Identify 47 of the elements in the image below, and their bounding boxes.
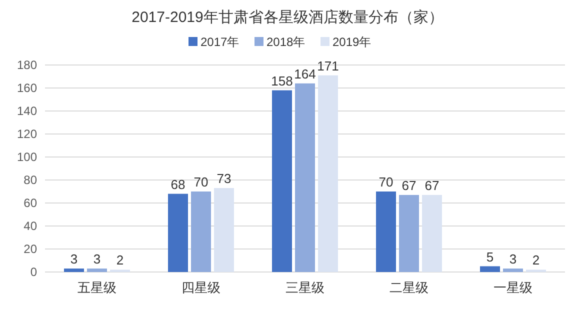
data-label: 3 bbox=[509, 252, 517, 267]
x-tick-label: 二星级 bbox=[390, 280, 428, 295]
legend-label: 2019年 bbox=[332, 35, 372, 49]
bar bbox=[168, 194, 188, 272]
bar bbox=[376, 192, 396, 272]
y-tick-label: 0 bbox=[30, 265, 38, 279]
data-label: 2 bbox=[532, 252, 540, 268]
y-tick-label: 20 bbox=[24, 242, 38, 256]
data-label: 68 bbox=[170, 176, 186, 192]
bar bbox=[191, 192, 211, 272]
data-label: 171 bbox=[317, 58, 339, 74]
bar bbox=[64, 268, 84, 272]
data-label: 67 bbox=[424, 178, 440, 193]
chart-title: 2017-2019年甘肃省各星级酒店数量分布（家） bbox=[132, 9, 444, 26]
x-tick-label: 一星级 bbox=[494, 280, 532, 295]
y-tick-label: 60 bbox=[24, 196, 38, 210]
data-label: 158 bbox=[271, 73, 293, 88]
data-label: 5 bbox=[486, 249, 494, 264]
data-label: 164 bbox=[294, 66, 316, 82]
bar bbox=[399, 194, 419, 272]
bar bbox=[214, 188, 234, 272]
bar bbox=[318, 75, 338, 272]
bar bbox=[295, 83, 315, 272]
data-label: 3 bbox=[70, 252, 78, 267]
y-tick-label: 140 bbox=[16, 104, 38, 118]
y-tick-label: 160 bbox=[16, 81, 38, 95]
y-tick-label: 40 bbox=[24, 219, 38, 233]
x-tick-label: 三星级 bbox=[286, 280, 324, 295]
bar bbox=[503, 268, 523, 272]
data-label: 3 bbox=[93, 252, 101, 267]
data-label: 70 bbox=[378, 174, 394, 190]
data-label: 2 bbox=[116, 252, 124, 268]
legend-label: 2018年 bbox=[266, 35, 306, 49]
bar bbox=[87, 268, 107, 272]
data-label: 67 bbox=[402, 178, 416, 193]
x-tick-label: 五星级 bbox=[78, 280, 116, 295]
y-tick-label: 180 bbox=[16, 58, 38, 72]
data-label: 73 bbox=[216, 171, 232, 186]
legend-label: 2017年 bbox=[200, 35, 240, 49]
data-label: 70 bbox=[194, 174, 208, 190]
x-tick-label: 四星级 bbox=[182, 280, 220, 295]
y-tick-label: 100 bbox=[16, 150, 38, 164]
bar bbox=[480, 266, 500, 272]
y-tick-label: 80 bbox=[24, 173, 38, 187]
y-tick-label: 120 bbox=[16, 127, 38, 141]
bar bbox=[272, 90, 292, 272]
bar bbox=[422, 194, 442, 272]
